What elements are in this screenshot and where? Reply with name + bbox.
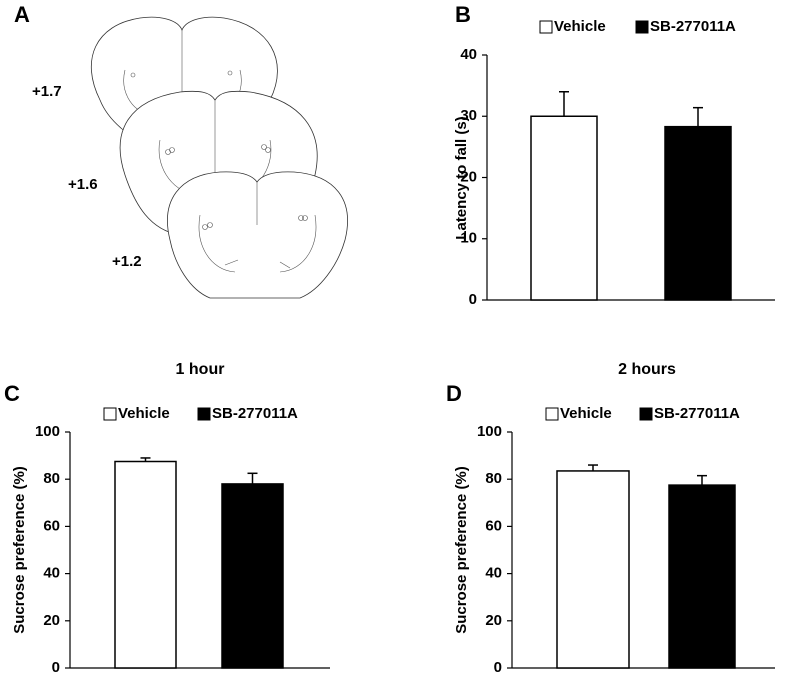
y-axis-label: Sucrose preference (%) [453, 466, 470, 634]
panel-letter: B [455, 2, 471, 27]
panel-letter: D [446, 381, 462, 406]
y-tick-label: 80 [43, 470, 60, 487]
bar [556, 470, 630, 669]
y-tick-label: 60 [43, 517, 60, 534]
y-tick-label: 40 [485, 565, 502, 582]
chart-title: 1 hour [176, 361, 225, 378]
legend-label: Vehicle [554, 18, 606, 35]
y-axis-label: Sucrose preference (%) [11, 466, 28, 634]
bar [530, 115, 598, 301]
y-tick-label: 40 [43, 565, 60, 582]
brain-sections [91, 16, 348, 299]
section-level: +1.2 [112, 253, 142, 270]
bar [221, 483, 284, 669]
y-tick-label: 60 [485, 517, 502, 534]
section-level: +1.7 [32, 83, 62, 100]
y-tick-label: 0 [469, 291, 477, 308]
y-tick-label: 20 [460, 168, 477, 185]
y-tick-label: 0 [52, 659, 60, 676]
legend-label: SB-277011A [650, 18, 736, 35]
legend-label: Vehicle [118, 405, 170, 422]
y-tick-label: 10 [460, 230, 477, 247]
legend-swatch [539, 20, 553, 34]
section-level: +1.6 [68, 176, 98, 193]
y-tick-label: 30 [460, 107, 477, 124]
y-tick-label: 80 [485, 470, 502, 487]
y-axis-label: Latency to fall (s) [453, 116, 470, 239]
y-tick-label: 40 [460, 46, 477, 63]
legend-label: SB-277011A [212, 405, 298, 422]
panel-letter: C [4, 381, 20, 406]
legend-swatch [197, 407, 211, 421]
legend-swatch [545, 407, 559, 421]
y-tick-label: 100 [35, 423, 60, 440]
y-tick-label: 20 [485, 612, 502, 629]
legend-label: SB-277011A [654, 405, 740, 422]
bar [668, 484, 736, 669]
y-tick-label: 0 [494, 659, 502, 676]
bar [664, 125, 732, 301]
y-tick-label: 100 [477, 423, 502, 440]
chart-title: 2 hours [618, 361, 676, 378]
y-tick-label: 20 [43, 612, 60, 629]
legend-swatch [635, 20, 649, 34]
panel-letter: A [14, 2, 30, 27]
bar [114, 460, 177, 669]
legend-swatch [639, 407, 653, 421]
legend-swatch [103, 407, 117, 421]
legend-label: Vehicle [560, 405, 612, 422]
